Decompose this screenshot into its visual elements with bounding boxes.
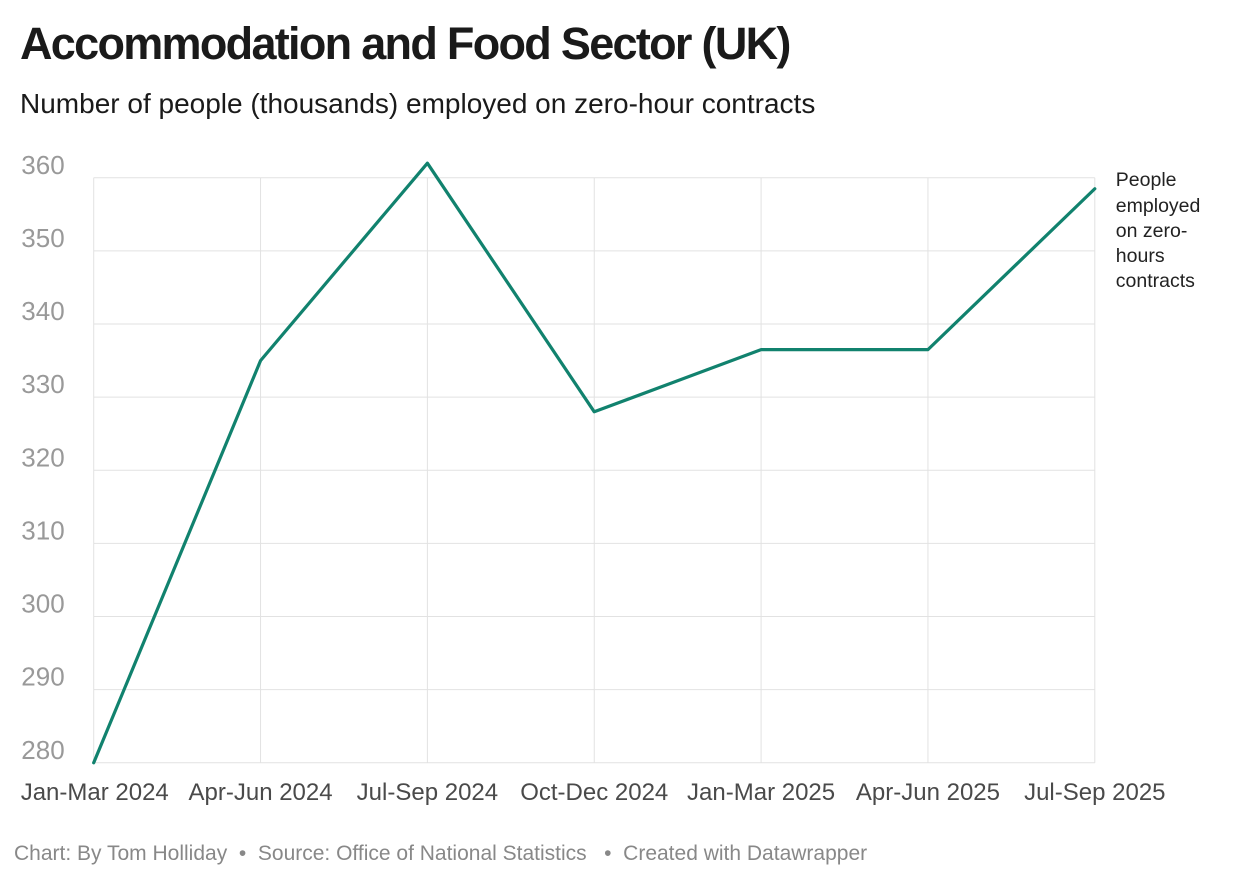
svg-text:Jan-Mar 2025: Jan-Mar 2025	[687, 779, 835, 806]
svg-text:Jan-Mar 2024: Jan-Mar 2024	[21, 779, 169, 806]
svg-text:280: 280	[21, 735, 64, 765]
svg-text:300: 300	[21, 589, 64, 619]
svg-text:350: 350	[21, 223, 64, 253]
svg-text:320: 320	[21, 442, 64, 472]
svg-text:360: 360	[21, 150, 64, 180]
svg-text:Apr-Jun 2024: Apr-Jun 2024	[189, 779, 333, 806]
svg-text:Apr-Jun 2025: Apr-Jun 2025	[856, 779, 1000, 806]
svg-text:Jul-Sep 2025: Jul-Sep 2025	[1024, 779, 1165, 806]
svg-text:Oct-Dec 2024: Oct-Dec 2024	[520, 779, 668, 806]
svg-text:330: 330	[21, 369, 64, 399]
svg-text:290: 290	[21, 662, 64, 692]
svg-text:Jul-Sep 2024: Jul-Sep 2024	[357, 779, 498, 806]
svg-text:310: 310	[21, 516, 64, 546]
svg-text:340: 340	[21, 296, 64, 326]
